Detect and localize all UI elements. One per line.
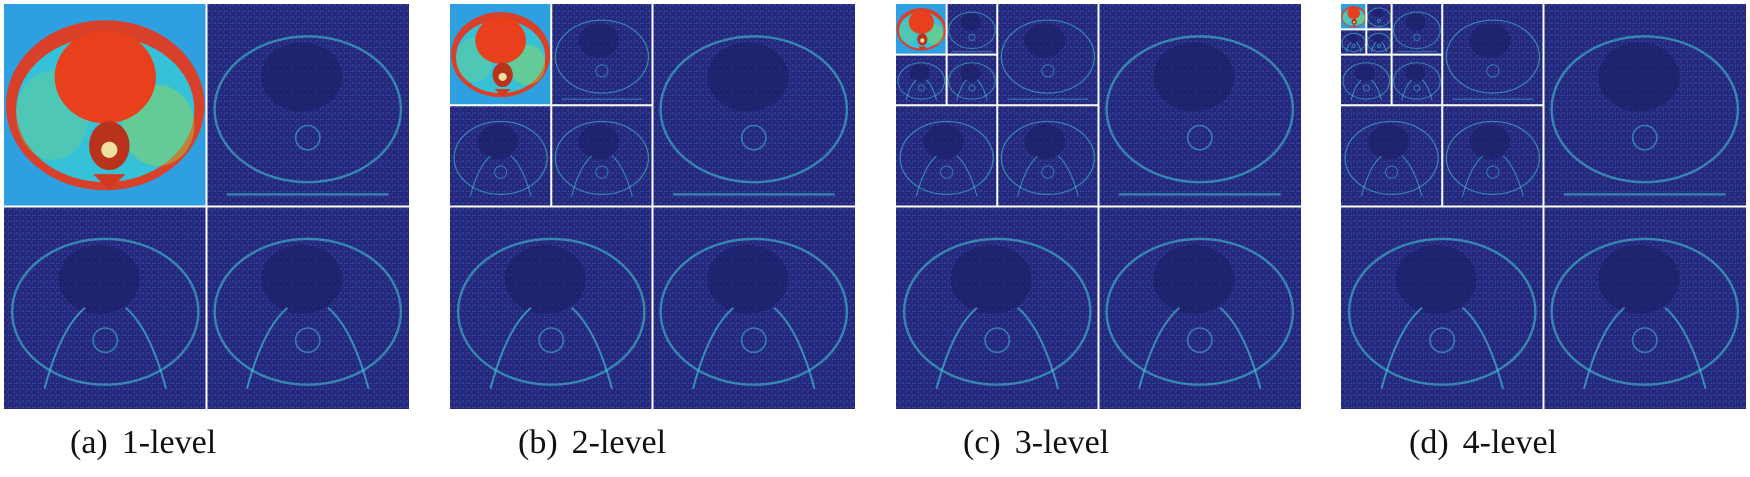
wavelet-decomposition-3-level bbox=[896, 4, 1301, 409]
panel-a bbox=[4, 4, 409, 409]
caption-d-label: (d) bbox=[1409, 424, 1449, 461]
caption-c-title: 3-level bbox=[1014, 424, 1110, 461]
caption-d: (d) 4-level bbox=[1409, 426, 1557, 460]
caption-a-label: (a) bbox=[70, 424, 108, 461]
caption-b-label: (b) bbox=[518, 424, 558, 461]
panel-d bbox=[1341, 4, 1746, 409]
caption-c: (c) 3-level bbox=[963, 426, 1109, 460]
caption-b-title: 2-level bbox=[571, 424, 667, 461]
caption-b: (b) 2-level bbox=[518, 426, 666, 460]
caption-c-label: (c) bbox=[963, 424, 1001, 461]
caption-a-title: 1-level bbox=[121, 424, 217, 461]
caption-a: (a) 1-level bbox=[70, 426, 216, 460]
wavelet-decomposition-1-level bbox=[4, 4, 409, 409]
caption-d-title: 4-level bbox=[1462, 424, 1558, 461]
wavelet-decomposition-4-level bbox=[1341, 4, 1746, 409]
panel-b bbox=[450, 4, 855, 409]
panel-c bbox=[896, 4, 1301, 409]
wavelet-decomposition-2-level bbox=[450, 4, 855, 409]
